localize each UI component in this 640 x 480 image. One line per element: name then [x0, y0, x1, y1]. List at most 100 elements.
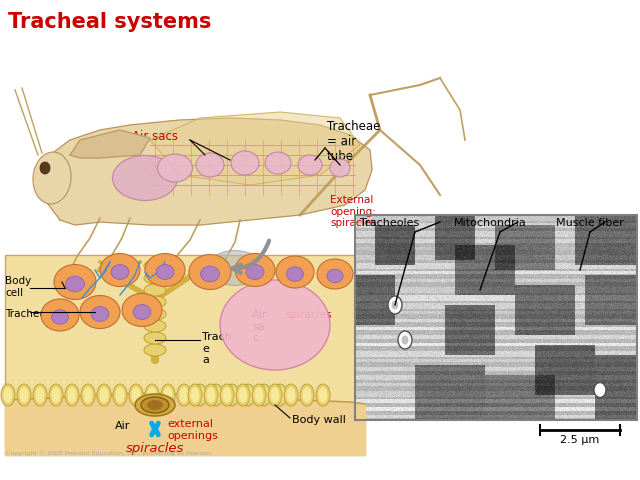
Ellipse shape: [1, 384, 15, 406]
Ellipse shape: [227, 387, 237, 403]
Ellipse shape: [83, 387, 93, 403]
Ellipse shape: [100, 253, 140, 287]
Text: spiracles: spiracles: [285, 310, 332, 320]
Ellipse shape: [265, 152, 291, 174]
Ellipse shape: [144, 296, 166, 308]
Ellipse shape: [147, 387, 157, 403]
Ellipse shape: [189, 254, 231, 289]
Ellipse shape: [401, 336, 408, 345]
Text: Muscle fiber: Muscle fiber: [556, 218, 624, 228]
Ellipse shape: [113, 384, 127, 406]
Ellipse shape: [145, 253, 185, 287]
Text: External
opening:
spiracles: External opening: spiracles: [330, 195, 376, 228]
Text: Air sacs: Air sacs: [132, 130, 178, 143]
Text: Trach
e
a: Trach e a: [202, 332, 232, 365]
Ellipse shape: [188, 384, 202, 406]
Ellipse shape: [81, 384, 95, 406]
Ellipse shape: [287, 267, 303, 281]
Ellipse shape: [317, 259, 353, 289]
Ellipse shape: [220, 384, 234, 406]
FancyArrowPatch shape: [232, 240, 269, 273]
Ellipse shape: [236, 384, 250, 406]
Ellipse shape: [144, 320, 166, 332]
Ellipse shape: [145, 384, 159, 406]
Ellipse shape: [99, 387, 109, 403]
Text: Tracheae
= air
tube: Tracheae = air tube: [327, 120, 380, 163]
Ellipse shape: [111, 264, 129, 279]
Ellipse shape: [179, 387, 189, 403]
Ellipse shape: [144, 332, 166, 344]
Ellipse shape: [97, 384, 111, 406]
Ellipse shape: [303, 387, 312, 403]
Ellipse shape: [3, 387, 13, 403]
Ellipse shape: [196, 153, 224, 177]
Ellipse shape: [275, 387, 285, 403]
Ellipse shape: [271, 387, 280, 403]
Ellipse shape: [147, 400, 163, 410]
Ellipse shape: [133, 305, 151, 319]
Text: Air
sa
c: Air sa c: [252, 310, 268, 343]
Ellipse shape: [195, 387, 205, 403]
Text: Copyright © 2008 Pearson Education, Inc., publishing as Pearson: Copyright © 2008 Pearson Education, Inc.…: [6, 450, 211, 456]
Text: Tracheal systems: Tracheal systems: [8, 12, 211, 32]
Ellipse shape: [115, 387, 125, 403]
Text: Tracheoles: Tracheoles: [360, 218, 420, 228]
Ellipse shape: [207, 387, 216, 403]
Text: spiracles: spiracles: [126, 442, 184, 455]
Ellipse shape: [144, 284, 166, 296]
Ellipse shape: [65, 276, 84, 292]
Ellipse shape: [287, 387, 296, 403]
Text: Air: Air: [115, 421, 131, 431]
Ellipse shape: [246, 264, 264, 279]
Text: external
openings: external openings: [167, 419, 218, 441]
Ellipse shape: [327, 269, 343, 283]
Text: Body wall: Body wall: [292, 415, 346, 425]
Ellipse shape: [316, 384, 330, 406]
Ellipse shape: [33, 152, 71, 204]
Text: Body
cell: Body cell: [5, 276, 31, 298]
Ellipse shape: [163, 387, 173, 403]
Ellipse shape: [144, 344, 166, 356]
Ellipse shape: [33, 384, 47, 406]
Text: Mitochondria: Mitochondria: [454, 218, 526, 228]
Ellipse shape: [276, 256, 314, 288]
Ellipse shape: [211, 387, 221, 403]
Ellipse shape: [398, 331, 412, 349]
Ellipse shape: [67, 387, 77, 403]
Ellipse shape: [300, 384, 314, 406]
Ellipse shape: [200, 266, 220, 282]
Ellipse shape: [157, 154, 193, 182]
Ellipse shape: [122, 293, 162, 326]
Ellipse shape: [388, 296, 402, 314]
Ellipse shape: [268, 384, 282, 406]
Ellipse shape: [131, 387, 141, 403]
Ellipse shape: [594, 383, 606, 397]
Ellipse shape: [257, 384, 271, 406]
Ellipse shape: [207, 251, 262, 286]
Ellipse shape: [284, 384, 298, 406]
Ellipse shape: [144, 272, 166, 284]
Polygon shape: [150, 112, 360, 185]
Ellipse shape: [243, 387, 253, 403]
Ellipse shape: [51, 387, 61, 403]
Ellipse shape: [19, 387, 29, 403]
Ellipse shape: [49, 384, 63, 406]
Ellipse shape: [91, 307, 109, 322]
Ellipse shape: [144, 260, 166, 272]
Polygon shape: [70, 130, 150, 158]
Ellipse shape: [239, 387, 248, 403]
Ellipse shape: [135, 394, 175, 416]
Ellipse shape: [225, 384, 239, 406]
Ellipse shape: [298, 155, 322, 175]
Ellipse shape: [144, 308, 166, 320]
Ellipse shape: [129, 384, 143, 406]
Ellipse shape: [35, 387, 45, 403]
Ellipse shape: [255, 387, 264, 403]
Ellipse shape: [209, 384, 223, 406]
Ellipse shape: [161, 384, 175, 406]
Ellipse shape: [273, 384, 287, 406]
Ellipse shape: [330, 159, 350, 177]
Polygon shape: [40, 118, 372, 225]
Ellipse shape: [156, 264, 174, 279]
Ellipse shape: [65, 384, 79, 406]
